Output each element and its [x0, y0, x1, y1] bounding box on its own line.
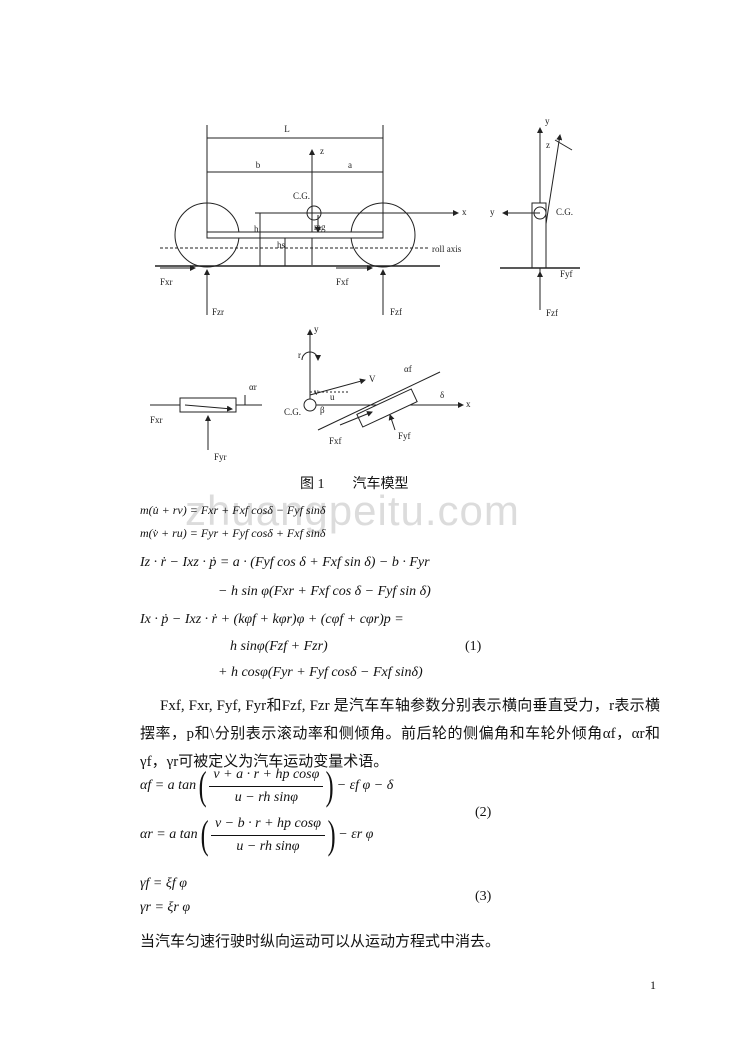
equation: m(u̇ + rv) = Fxr + Fxf cosδ − Fyf sinδ: [140, 503, 326, 517]
equation: + h cosφ(Fyr + Fyf cosδ − Fxf sinδ): [218, 665, 423, 680]
label: C.G.: [556, 207, 573, 217]
figure: L b a z C.G. x mg h hs roll axis Fxr Fxf…: [150, 116, 580, 462]
paren: ): [327, 812, 336, 857]
denominator: u − rh sinφ: [234, 789, 298, 805]
label: C.G.: [284, 407, 301, 417]
page-number: 1: [650, 978, 656, 992]
label: z: [320, 146, 324, 156]
label: Fyf: [398, 431, 411, 441]
label: β: [320, 405, 325, 415]
top-view: y r V αf u v β δ x C.G. αr Fxr Fyr Fxf F…: [150, 324, 471, 462]
denominator: u − rh sinφ: [236, 838, 300, 854]
label: a: [348, 160, 352, 170]
label: r: [298, 350, 301, 360]
equation-number: (1): [465, 639, 482, 654]
equation: Ix · ṗ − Ixz · ṙ + (kφf + kφr)φ + (cφf +…: [140, 612, 404, 627]
equation-tail: − εr φ: [338, 827, 374, 842]
label: h: [254, 224, 259, 234]
label: mg: [314, 222, 326, 232]
equation-tail: − εf φ − δ: [336, 778, 394, 793]
equation: h sinφ(Fzf + Fzr): [230, 639, 328, 654]
numerator: v + a · r + hp cosφ: [209, 767, 324, 787]
paren: (: [198, 763, 207, 808]
equation: − h sin φ(Fxr + Fxf cos δ − Fyf sin δ): [218, 584, 431, 599]
fraction: v + a · r + hp cosφ u − rh sinφ: [209, 767, 324, 806]
label: u: [330, 392, 335, 402]
label: C.G.: [293, 191, 310, 201]
label: z: [546, 140, 550, 150]
label: roll axis: [432, 244, 462, 254]
label: Fxr: [160, 277, 173, 287]
equation: Iz · ṙ − Ixz · ṗ = a · (Fyf cos δ + Fxf …: [140, 555, 430, 570]
label: αr: [249, 382, 257, 392]
side-view: L b a z C.G. x mg h hs roll axis Fxr Fxf…: [155, 124, 467, 317]
label: Fxf: [329, 436, 342, 446]
label: Fyf: [560, 269, 573, 279]
label: Fyr: [214, 452, 227, 462]
label: V: [369, 374, 376, 384]
label: y: [545, 116, 550, 126]
equation: γr = ξr φ: [140, 900, 191, 915]
watermark: zhuangpeitu.com: [185, 487, 520, 534]
paragraph: Fxf, Fxr, Fyf, Fyr和Fzf, Fzr 是汽车车轴参数分别表示横…: [140, 698, 660, 770]
equation: αf = a tan ( v + a · r + hp cosφ u − rh …: [140, 766, 393, 806]
label: y: [490, 207, 495, 217]
equation: γf = ξf φ: [140, 876, 187, 891]
label: Fzr: [212, 307, 224, 317]
equation-lhs: αr = a tan: [140, 827, 198, 842]
equation-lhs: αf = a tan: [140, 778, 197, 793]
equation-number: (2): [475, 805, 492, 820]
label: Fxf: [336, 277, 349, 287]
figure-caption: 图 1 汽车模型: [300, 477, 409, 492]
label: hs: [277, 240, 286, 250]
equation-number: (3): [475, 889, 492, 904]
equation: αr = a tan ( v − b · r + hp cosφ u − rh …: [140, 815, 373, 855]
label: L: [284, 124, 290, 134]
label: αf: [404, 364, 412, 374]
label: δ: [440, 390, 444, 400]
label: y: [314, 324, 319, 334]
rear-view: y z y C.G. Fyf Fzf: [490, 116, 580, 318]
label: x: [462, 207, 467, 217]
numerator: v − b · r + hp cosφ: [210, 816, 325, 836]
label: Fzf: [390, 307, 402, 317]
label: x: [466, 399, 471, 409]
label: Fxr: [150, 415, 163, 425]
paren: (: [200, 812, 209, 857]
label: Fzf: [546, 308, 558, 318]
equation: m(v̇ + ru) = Fyr + Fyf cosδ + Fxf sinδ: [140, 526, 326, 540]
fraction: v − b · r + hp cosφ u − rh sinφ: [210, 816, 325, 855]
paragraph: 当汽车匀速行驶时纵向运动可以从运动方程式中消去。: [140, 934, 501, 950]
label: b: [256, 160, 261, 170]
label: v: [314, 387, 319, 397]
paren: ): [326, 763, 335, 808]
